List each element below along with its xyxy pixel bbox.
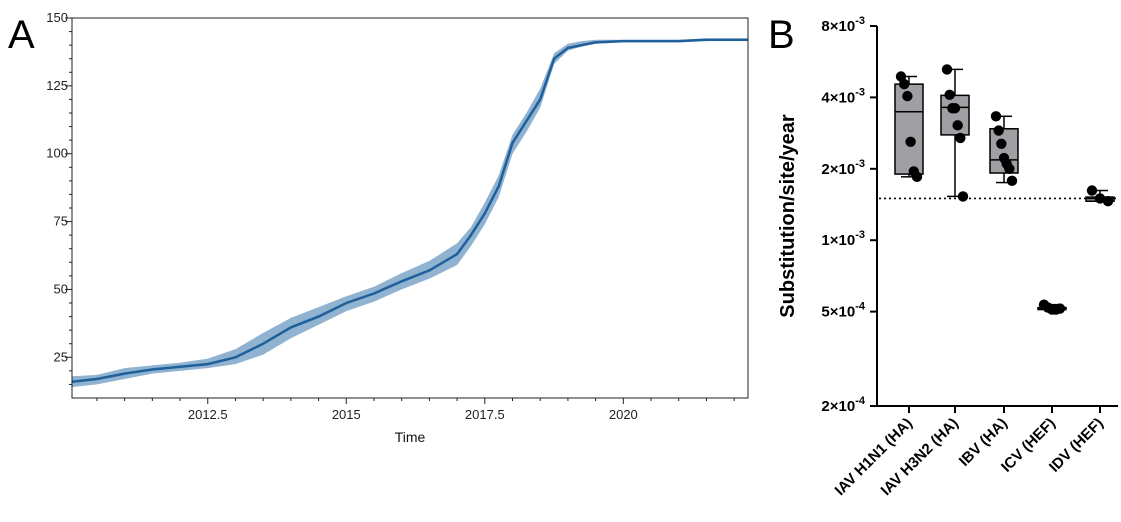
data-point (1086, 185, 1098, 196)
panel-b-chart: 2×10-45×10-41×10-32×10-34×10-38×10-3 IAV… (777, 15, 1118, 499)
y-tick-exponent: -3 (855, 86, 865, 98)
panel-a-chart: 25 50 75 100 125 150 2012.5 2015 2017.5 2020 Tim… (46, 10, 749, 445)
x-tick-label: 2012.5 (188, 407, 228, 422)
y-axis-label: Substitution/site/year (777, 114, 799, 318)
y-axis: 2×10-45×10-41×10-32×10-34×10-38×10-3 (821, 15, 878, 415)
data-point (1102, 196, 1114, 207)
data-point (1094, 193, 1106, 204)
y-tick-label: 8×10-3 (821, 15, 865, 35)
data-point (902, 90, 913, 102)
data-point (990, 111, 1002, 122)
y-tick-label: 2×10-4 (821, 395, 865, 415)
y-tick-label: 50 (54, 281, 68, 296)
box-group (894, 71, 924, 183)
data-point (955, 132, 966, 144)
data-point (911, 171, 923, 183)
data-point (952, 120, 963, 131)
data-point (944, 89, 955, 101)
y-tick-label: 2×10-3 (821, 158, 865, 178)
box-group (1085, 185, 1115, 207)
x-tick-label: 2015 (332, 407, 361, 422)
y-tick-exponent: -4 (855, 301, 866, 313)
series-line-path (71, 38, 748, 383)
y-axis: 25 50 75 100 125 150 (46, 10, 72, 385)
data-point (1004, 163, 1015, 175)
y-tick-mantissa: 5×10 (821, 304, 855, 321)
y-tick-exponent: -3 (855, 229, 865, 241)
data-point (941, 64, 953, 75)
y-tick-label: 4×10-3 (821, 86, 865, 106)
data-point (1054, 303, 1066, 314)
y-tick-exponent: -3 (855, 158, 865, 170)
box-group (940, 64, 970, 202)
y-tick-label: 100 (46, 146, 68, 161)
x-category-label: IAV H1N1 (HA) (832, 415, 916, 499)
confidence-band-area (72, 38, 748, 388)
x-axis: 2012.5 2015 2017.5 2020 (96, 398, 735, 422)
y-tick-exponent: -3 (855, 15, 865, 27)
y-tick-label: 1×10-3 (821, 229, 865, 249)
y-tick-label: 5×10-4 (821, 301, 865, 321)
box-group (1037, 299, 1067, 315)
y-tick-exponent: -4 (855, 395, 866, 407)
data-point (957, 191, 969, 202)
data-point (996, 138, 1007, 149)
panel-b-letter: B (768, 13, 795, 57)
plot-frame (71, 17, 749, 399)
confidence-band (72, 38, 748, 388)
y-tick-mantissa: 1×10 (821, 232, 855, 249)
data-point (899, 78, 910, 90)
data-point (949, 103, 961, 114)
y-tick-mantissa: 2×10 (821, 398, 855, 415)
series-line (71, 38, 748, 383)
y-tick-label: 75 (54, 214, 68, 229)
data-point (993, 125, 1004, 136)
y-tick-mantissa: 4×10 (821, 89, 855, 106)
y-tick-mantissa: 2×10 (821, 161, 855, 178)
data-point (905, 136, 916, 147)
box-group (989, 111, 1019, 187)
x-tick-label: 2017.5 (465, 407, 505, 422)
box-plots (894, 64, 1115, 315)
x-tick-label: 2020 (609, 407, 638, 422)
y-tick-mantissa: 8×10 (821, 18, 855, 35)
y-tick-label: 150 (46, 10, 68, 25)
panel-a-letter: A (8, 13, 35, 57)
data-point (1006, 175, 1018, 187)
y-tick-label: 25 (54, 349, 68, 364)
x-axis: IAV H1N1 (HA)IAV H3N2 (HA)IBV (HA)ICV (H… (832, 405, 1118, 499)
y-tick-label: 125 (46, 78, 68, 93)
x-axis-label: Time (395, 429, 426, 445)
